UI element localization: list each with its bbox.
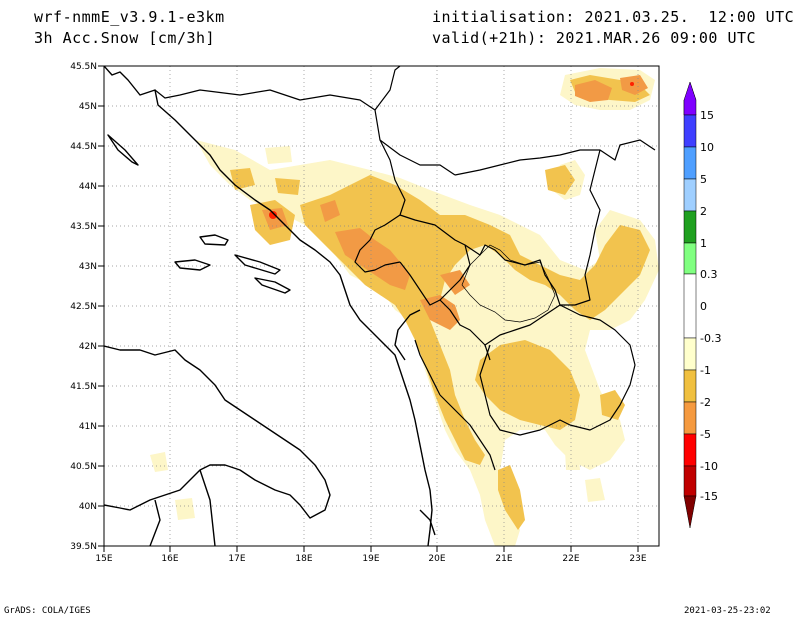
lat-label: 45N [79,102,97,112]
colorbar-swatch [683,210,697,244]
colorbar-swatch [683,337,697,371]
colorbar-label: 10 [700,141,714,154]
lon-label: 15E [95,554,112,564]
lat-label: 40N [79,502,97,512]
colorbar-label: 15 [700,109,714,122]
colorbar-label: 1 [700,237,707,250]
colorbar-label: 2 [700,205,707,218]
lat-label: 44.5N [70,142,97,152]
colorbar-swatch [683,242,697,275]
init-time: initialisation: 2021.03.25. 12:00 UTC [432,8,795,26]
lat-label: 39.5N [70,542,97,552]
borders [154,66,656,471]
lon-label: 19E [362,554,379,564]
colorbar-label: -10 [700,460,718,473]
lon-label: 16E [161,554,178,564]
colorbar-label: -0.3 [700,332,721,345]
field-title: 3h Acc.Snow [cm/3h] [34,29,216,47]
lon-label: 18E [295,554,312,564]
colorbar-label: -5 [700,428,711,441]
lat-label: 42N [79,342,97,352]
lat-label: 43N [79,262,97,272]
coastlines [104,66,436,546]
colorbar-swatch [683,369,697,403]
colorbar-swatch [683,178,697,212]
lat-label: 41N [79,422,97,432]
snow-field [150,68,659,546]
lat-label: 42.5N [70,302,97,312]
colorbar-label: -1 [700,364,711,377]
lat-label: 40.5N [70,462,97,472]
colorbar-label: -2 [700,396,711,409]
model-title: wrf-nmmE_v3.9.1-e3km [34,8,225,26]
colorbar-label: -15 [700,490,718,503]
colorbar-swatch [683,273,697,339]
timestamp-text: 2021-03-25-23:02 [684,606,771,616]
lon-label: 23E [629,554,646,564]
colorbar-label: 0.3 [700,268,718,281]
colorbar-swatch [683,401,697,435]
lon-label: 22E [562,554,579,564]
lat-label: 41.5N [70,382,97,392]
colorbar-swatch [683,465,697,497]
colorbar-bottom-triangle [683,495,697,529]
lon-label: 20E [428,554,445,564]
colorbar [683,81,697,529]
colorbar-label: 5 [700,173,707,186]
lat-label: 43.5N [70,222,97,232]
credit-text: GrADS: COLA/IGES [4,606,91,616]
valid-time: valid(+21h): 2021.MAR.26 09:00 UTC [432,29,757,47]
colorbar-top-cap [683,81,697,116]
lat-label: 44N [79,182,97,192]
lon-label: 17E [228,554,245,564]
colorbar-swatch [683,433,697,467]
lon-label: 21E [495,554,512,564]
colorbar-label: 0 [700,300,707,313]
kosovo-border [461,244,556,323]
grid-lines [104,66,659,546]
colorbar-swatch [683,114,697,148]
lat-label: 45.5N [70,62,97,72]
colorbar-swatch [683,146,697,180]
